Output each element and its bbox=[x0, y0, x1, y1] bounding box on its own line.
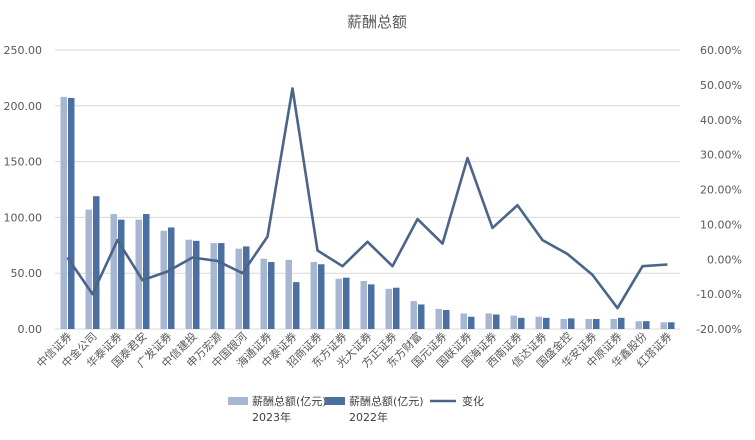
bar bbox=[193, 240, 200, 329]
bar bbox=[385, 288, 392, 329]
bar bbox=[410, 301, 417, 329]
bar bbox=[610, 318, 617, 329]
left-axis-ticks: 0.00 50.00 100.00 150.00 200.00 250.00 bbox=[4, 44, 43, 336]
bar bbox=[85, 209, 92, 329]
bar bbox=[210, 243, 217, 329]
bar bbox=[118, 219, 125, 329]
legend-sub-label: 2022年 bbox=[349, 410, 388, 424]
bar bbox=[160, 230, 167, 329]
bar bbox=[585, 318, 592, 329]
bar bbox=[510, 315, 517, 329]
bar bbox=[168, 227, 175, 329]
right-tick-label: 10.00% bbox=[700, 218, 742, 231]
bar bbox=[368, 284, 375, 329]
line-series bbox=[66, 87, 668, 310]
left-tick-label: 150.00 bbox=[4, 156, 43, 169]
bar bbox=[235, 248, 242, 329]
bar bbox=[335, 278, 342, 329]
bar bbox=[393, 287, 400, 329]
bar bbox=[443, 310, 450, 329]
bar bbox=[360, 281, 367, 329]
bar bbox=[293, 282, 300, 329]
left-tick-label: 200.00 bbox=[4, 100, 43, 113]
bar bbox=[110, 214, 117, 329]
right-tick-label: 30.00% bbox=[700, 149, 742, 162]
bar bbox=[260, 258, 267, 329]
legend-swatch bbox=[228, 397, 248, 405]
bar bbox=[493, 314, 500, 329]
right-tick-label: 20.00% bbox=[700, 184, 742, 197]
bar bbox=[593, 318, 600, 329]
left-tick-label: 50.00 bbox=[11, 267, 43, 280]
bar-series bbox=[60, 96, 675, 329]
right-tick-label: 50.00% bbox=[700, 79, 742, 92]
bar bbox=[268, 262, 275, 329]
legend-label: 薪酬总额(亿元) bbox=[252, 394, 327, 408]
left-tick-label: 0.00 bbox=[18, 323, 43, 336]
legend: 薪酬总额(亿元) 2023年 薪酬总额(亿元) 2022年 变化 bbox=[228, 394, 484, 424]
bar bbox=[485, 313, 492, 329]
bar bbox=[185, 239, 192, 329]
bar bbox=[243, 246, 250, 329]
left-tick-label: 250.00 bbox=[4, 44, 43, 57]
category-labels: 中信证券中金公司华泰证券国泰君安广发证券中信建投申万宏源中国银河海通证券中泰证券… bbox=[34, 329, 675, 370]
right-tick-label: -10.00% bbox=[696, 288, 742, 301]
bar bbox=[218, 243, 225, 329]
bar bbox=[535, 316, 542, 329]
bar bbox=[143, 214, 150, 329]
bar bbox=[618, 317, 625, 329]
right-axis-ticks: -20.00% -10.00% 0.00% 10.00% 20.00% 30.00% 40.… bbox=[696, 44, 742, 336]
right-tick-label: 60.00% bbox=[700, 44, 742, 57]
bar bbox=[343, 277, 350, 329]
change-line bbox=[66, 87, 668, 310]
bar bbox=[635, 321, 642, 329]
right-tick-label: 0.00% bbox=[707, 253, 742, 266]
legend-sub-label: 2023年 bbox=[252, 410, 291, 424]
legend-label: 变化 bbox=[462, 394, 484, 408]
bar bbox=[460, 313, 467, 329]
bar bbox=[310, 262, 317, 329]
bar bbox=[68, 97, 75, 329]
chart-title: 薪酬总额 bbox=[347, 13, 407, 31]
right-tick-label: -20.00% bbox=[696, 323, 742, 336]
left-tick-label: 100.00 bbox=[4, 211, 43, 224]
bar bbox=[518, 317, 525, 329]
right-tick-label: 40.00% bbox=[700, 114, 742, 127]
bar bbox=[560, 318, 567, 329]
bar bbox=[668, 322, 675, 329]
bar bbox=[568, 318, 575, 329]
bar bbox=[468, 316, 475, 329]
legend-label: 薪酬总额(亿元) bbox=[349, 394, 424, 408]
bar bbox=[435, 308, 442, 329]
bar bbox=[318, 264, 325, 329]
bar bbox=[93, 196, 100, 329]
bar bbox=[285, 259, 292, 329]
bar bbox=[418, 304, 425, 329]
bar bbox=[643, 321, 650, 329]
bar bbox=[543, 317, 550, 329]
bar bbox=[60, 96, 67, 329]
legend-swatch bbox=[325, 397, 345, 405]
bar bbox=[660, 322, 667, 329]
